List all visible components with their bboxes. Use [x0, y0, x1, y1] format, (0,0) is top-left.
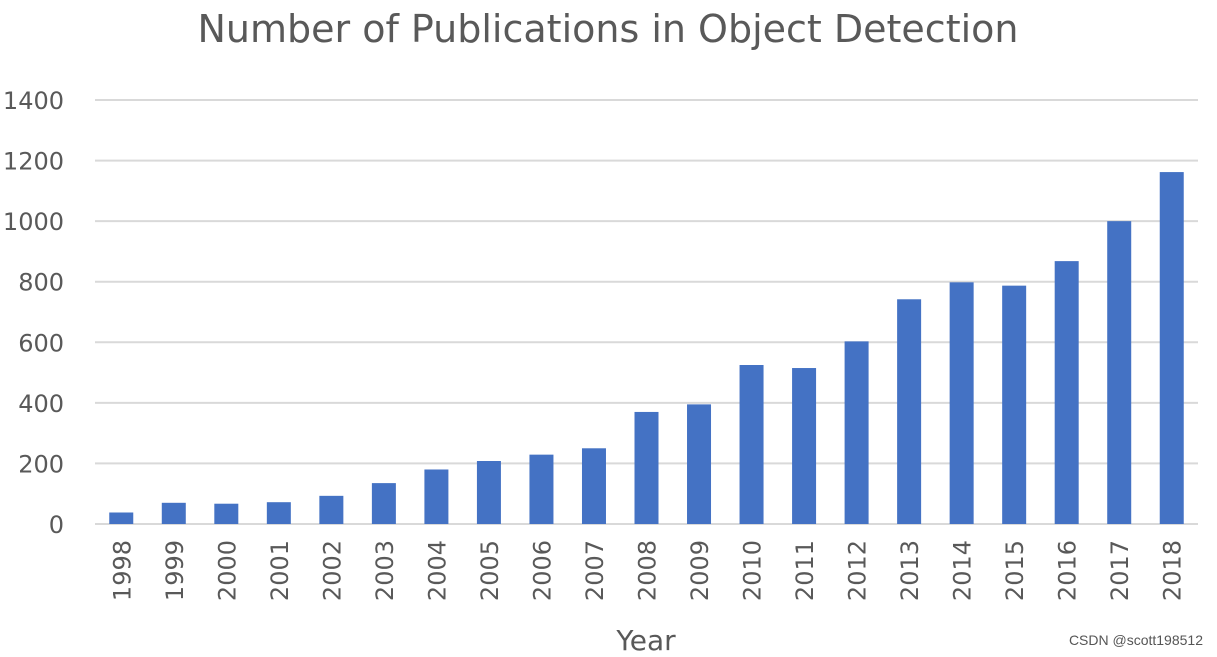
- bar-2013: [897, 299, 922, 524]
- x-tick-label: 2016: [1054, 540, 1082, 601]
- x-tick-label: 1999: [161, 540, 189, 601]
- x-tick-label: 2014: [949, 540, 977, 601]
- bar-2007: [581, 448, 606, 524]
- x-tick-label: 2015: [1001, 540, 1029, 601]
- x-tick-label: 2010: [739, 540, 767, 601]
- bar-2017: [1107, 221, 1132, 524]
- bar-2004: [424, 469, 449, 524]
- gridlines: [95, 99, 1198, 525]
- bar-2014: [949, 282, 974, 524]
- watermark: CSDN @scott198512: [1069, 632, 1203, 648]
- bar-2011: [792, 368, 817, 524]
- x-tick-label: 1998: [108, 540, 136, 601]
- y-tick-label: 200: [18, 450, 64, 478]
- x-axis-ticks: 1998 1999 2000 2001 2002 2003 2004 2005 2006 2007…: [108, 540, 1186, 601]
- bar-2005: [476, 461, 501, 524]
- bars: [109, 172, 1184, 524]
- bar-2002: [319, 495, 344, 524]
- bar-2018: [1159, 172, 1184, 524]
- bar-1999: [161, 502, 186, 524]
- y-tick-label: 1000: [3, 208, 64, 236]
- x-tick-label: 2009: [686, 540, 714, 601]
- y-tick-label: 1200: [3, 148, 64, 176]
- x-tick-label: 2005: [476, 540, 504, 601]
- bar-2012: [844, 341, 869, 524]
- y-tick-label: 800: [18, 269, 64, 297]
- x-tick-label: 2012: [844, 540, 872, 601]
- x-axis-label: Year: [615, 624, 676, 657]
- y-tick-label: 600: [18, 329, 64, 357]
- bar-1998: [109, 512, 134, 524]
- bar-2001: [266, 502, 291, 524]
- y-axis-ticks: 0 200 400 600 800 1000 1200 1400: [3, 87, 64, 539]
- x-tick-label: 2008: [634, 540, 662, 601]
- bar-2015: [1002, 285, 1027, 524]
- bar-2016: [1054, 261, 1079, 524]
- x-tick-label: 2002: [318, 540, 346, 601]
- bar-2009: [687, 404, 712, 524]
- x-tick-label: 2001: [266, 540, 294, 601]
- x-tick-label: 2011: [791, 540, 819, 601]
- bar-2006: [529, 454, 554, 524]
- bar-2000: [214, 503, 239, 524]
- x-tick-label: 2018: [1159, 540, 1187, 601]
- x-tick-label: 2004: [423, 540, 451, 601]
- bar-2010: [739, 365, 764, 524]
- chart-title: Number of Publications in Object Detecti…: [197, 7, 1018, 51]
- x-tick-label: 2003: [371, 540, 399, 601]
- y-tick-label: 0: [49, 511, 64, 539]
- x-tick-label: 2006: [528, 540, 556, 601]
- bar-2003: [371, 483, 396, 524]
- x-tick-label: 2013: [896, 540, 924, 601]
- x-tick-label: 2007: [581, 540, 609, 601]
- x-tick-label: 2000: [213, 540, 241, 601]
- y-tick-label: 1400: [3, 87, 64, 115]
- y-tick-label: 400: [18, 390, 64, 418]
- bar-2008: [634, 411, 659, 524]
- x-tick-label: 2017: [1106, 540, 1134, 601]
